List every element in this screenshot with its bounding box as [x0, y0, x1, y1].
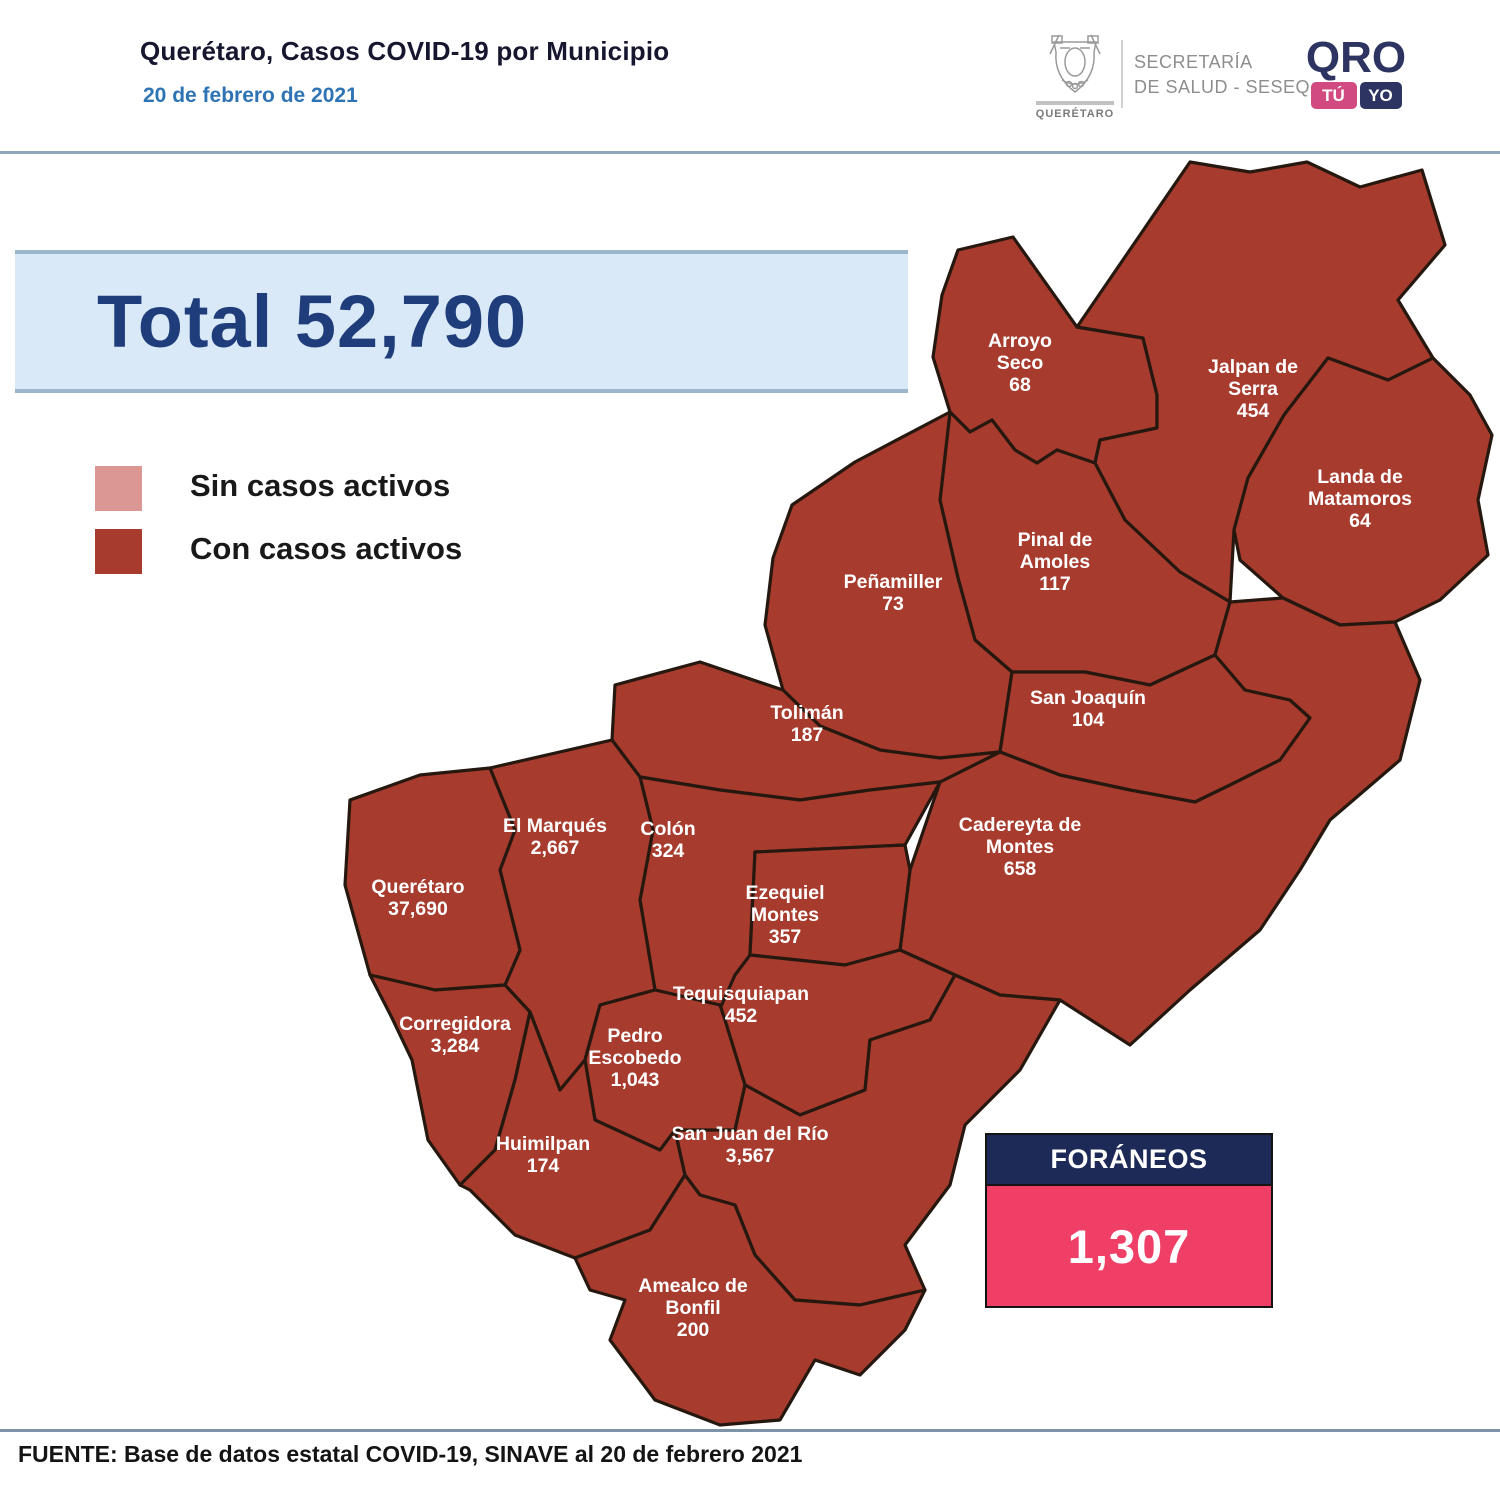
coat-of-arms-caption: QUERÉTARO: [1035, 108, 1115, 120]
municipality-label: Ezequiel Montes 357: [745, 882, 824, 948]
legend-swatch-con-casos: [95, 529, 142, 574]
coat-of-arms-microtext: [1036, 101, 1114, 105]
report-date: 20 de febrero de 2021: [143, 84, 358, 107]
foraneos-value: 1,307: [1067, 1219, 1191, 1273]
municipality-shape-huimilpan: [458, 1010, 687, 1260]
municipality-label: Colón 324: [640, 818, 695, 862]
page-title: Querétaro, Casos COVID-19 por Municipio: [140, 36, 670, 66]
total-banner: Total 52,790: [15, 250, 908, 393]
total-cases-value: Total 52,790: [97, 280, 528, 363]
queretaro-coat-of-arms-icon: [1049, 34, 1101, 93]
legend-label-sin-casos: Sin casos activos: [190, 468, 451, 503]
foraneos-title: FORÁNEOS: [987, 1135, 1271, 1184]
qro-logo-word: QRO: [1305, 33, 1407, 82]
source-note: FUENTE: Base de datos estatal COVID-19, …: [18, 1441, 803, 1467]
legend-swatch-sin-casos: [95, 466, 142, 511]
qro-tu-yo-logo: QRO TÚ YO: [1300, 36, 1412, 109]
municipality-label: Peñamiller 73: [844, 571, 943, 615]
municipality-label: Amealco de Bonfil 200: [638, 1275, 748, 1341]
secretaria-line1: SECRETARÍA: [1134, 52, 1253, 72]
municipality-label: Arroyo Seco 68: [988, 330, 1052, 396]
legend-label-con-casos: Con casos activos: [190, 531, 463, 566]
municipality-label: Jalpan de Serra 454: [1208, 356, 1298, 422]
foraneos-body: 1,307: [987, 1184, 1271, 1306]
foraneos-box: FORÁNEOS 1,307: [985, 1133, 1273, 1308]
header-divider: [0, 151, 1500, 154]
municipality-label: San Joaquín 104: [1030, 687, 1146, 731]
municipality-label: Pinal de Amoles 117: [1018, 529, 1093, 595]
municipality-label: El Marqués 2,667: [503, 815, 607, 859]
municipality-label: San Juan del Río 3,567: [671, 1123, 828, 1167]
municipality-label: Querétaro 37,690: [371, 876, 464, 920]
municipality-label: Huimilpan 174: [496, 1133, 590, 1177]
footer-divider: [0, 1429, 1500, 1432]
municipality-shape-amealco-de-bonfil: [573, 1173, 927, 1427]
secretaria-salud-logo: SECRETARÍA DE SALUD - SESEQ: [1134, 50, 1310, 100]
municipality-shape-landa-de-matamoros: [1232, 356, 1494, 627]
municipality-label: Landa de Matamoros 64: [1308, 466, 1412, 532]
qro-logo-yo-badge: YO: [1359, 82, 1402, 109]
secretaria-line2: DE SALUD - SESEQ: [1134, 77, 1311, 97]
municipality-shape-queretaro: [343, 766, 522, 992]
municipality-label: Cadereyta de Montes 658: [959, 814, 1082, 880]
municipality-label: Pedro Escobedo 1,043: [588, 1025, 681, 1091]
logo-divider: [1121, 40, 1123, 108]
municipality-label: Tolimán 187: [770, 702, 843, 746]
municipality-label: Tequisquiapan 452: [673, 983, 809, 1027]
municipality-label: Corregidora 3,284: [399, 1013, 511, 1057]
qro-logo-tu-badge: TÚ: [1310, 82, 1357, 109]
